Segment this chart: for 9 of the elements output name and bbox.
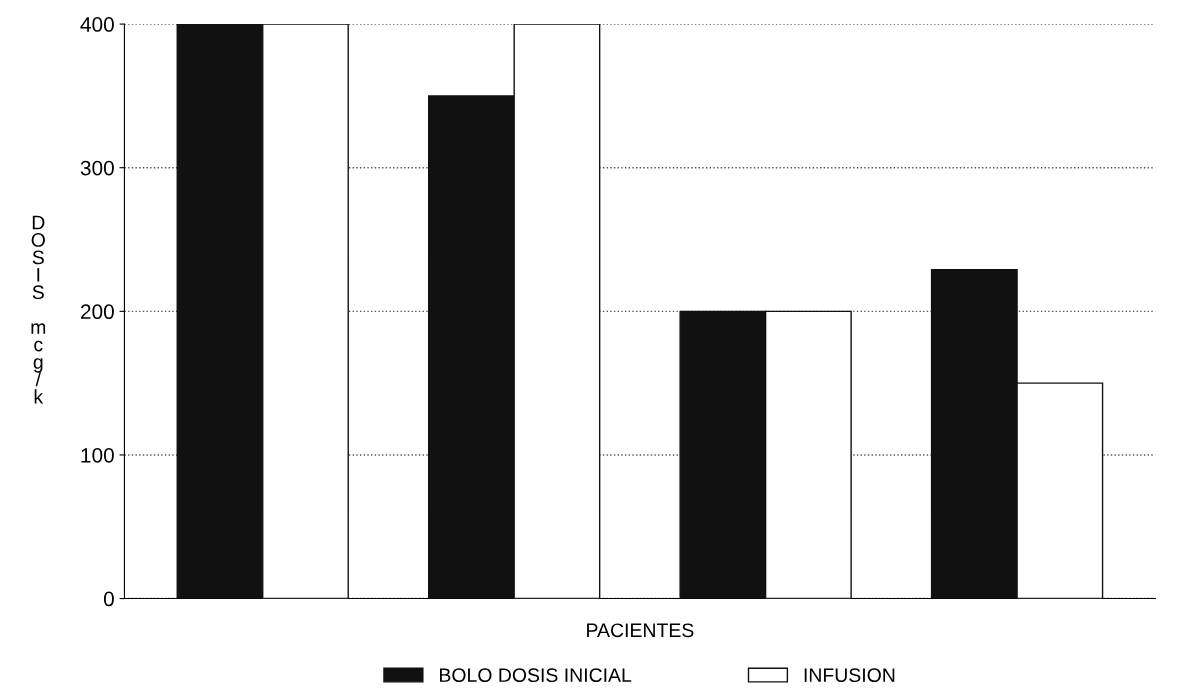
- legend-label: BOLO DOSIS INICIAL: [440, 668, 632, 683]
- y-tick-label: 200: [81, 304, 114, 320]
- y-tick-label: 100: [81, 447, 114, 463]
- text: DOSIS mcg/k: [31, 215, 46, 404]
- legend-label: INFUSION: [804, 668, 895, 683]
- y-tick-label: 300: [80, 160, 114, 176]
- x-axis-title: PACIENTES: [587, 623, 694, 638]
- y-tick-label: 400: [80, 17, 114, 32]
- y-tick-label: 0: [103, 591, 114, 607]
